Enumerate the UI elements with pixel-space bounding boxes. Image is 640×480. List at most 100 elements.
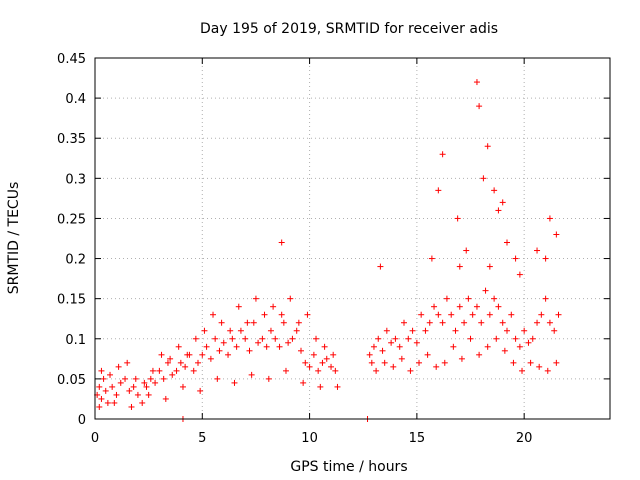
data-point: [461, 319, 468, 326]
data-point: [111, 399, 118, 406]
data-point: [469, 311, 476, 318]
data-point: [295, 319, 302, 326]
data-point: [431, 303, 438, 310]
y-axis-label: SRMTID / TECUs: [6, 182, 22, 295]
data-point: [149, 367, 156, 374]
data-point: [538, 311, 545, 318]
data-point: [270, 303, 277, 310]
data-point: [450, 343, 457, 350]
data-point: [242, 335, 249, 342]
data-point: [396, 343, 403, 350]
y-tick-label: 0.35: [57, 132, 86, 147]
x-axis-label: GPS time / hours: [290, 459, 407, 475]
data-point: [143, 383, 150, 390]
data-point: [293, 327, 300, 334]
data-point: [482, 287, 489, 294]
data-point: [452, 327, 459, 334]
data-point: [512, 255, 519, 262]
y-tick-label: 0.1: [65, 333, 86, 348]
data-point: [409, 327, 416, 334]
data-point: [96, 403, 103, 410]
data-point: [328, 363, 335, 370]
data-point: [100, 375, 107, 382]
data-point: [458, 355, 465, 362]
chart-title: Day 195 of 2019, SRMTID for receiver adi…: [200, 21, 498, 37]
data-point: [486, 263, 493, 270]
data-point: [141, 379, 148, 386]
data-point: [124, 359, 131, 366]
data-point: [454, 215, 461, 222]
data-point: [126, 387, 133, 394]
data-point: [304, 311, 311, 318]
data-point: [278, 239, 285, 246]
data-point: [96, 383, 103, 390]
data-point: [214, 375, 221, 382]
data-point: [203, 343, 210, 350]
data-point: [551, 327, 558, 334]
data-point: [190, 367, 197, 374]
data-point: [212, 335, 219, 342]
data-point: [525, 339, 532, 346]
y-tick-label: 0.2: [65, 253, 86, 268]
data-point: [476, 351, 483, 358]
data-point: [167, 355, 174, 362]
data-point: [317, 383, 324, 390]
x-tick-label: 20: [516, 431, 533, 446]
data-point: [107, 371, 114, 378]
data-point: [276, 343, 283, 350]
data-point: [428, 255, 435, 262]
data-point: [405, 335, 412, 342]
data-point: [145, 391, 152, 398]
data-point: [156, 367, 163, 374]
data-point: [306, 363, 313, 370]
data-point: [134, 391, 141, 398]
data-point: [218, 319, 225, 326]
data-point: [368, 359, 375, 366]
data-point: [491, 187, 498, 194]
data-point: [456, 303, 463, 310]
data-point: [473, 79, 480, 86]
data-point: [480, 175, 487, 182]
data-point: [398, 355, 405, 362]
data-point: [265, 375, 272, 382]
data-point: [370, 343, 377, 350]
x-tick-label: 0: [91, 431, 99, 446]
data-point: [441, 359, 448, 366]
data-point: [298, 347, 304, 354]
data-point: [225, 351, 232, 358]
data-point: [267, 327, 274, 334]
data-point: [463, 247, 470, 254]
data-point: [182, 363, 189, 370]
data-point: [250, 319, 257, 326]
data-point: [534, 319, 541, 326]
data-point: [546, 319, 553, 326]
data-point: [542, 295, 549, 302]
data-point: [516, 271, 523, 278]
y-tick-label: 0: [78, 413, 86, 428]
data-point: [542, 255, 549, 262]
data-point: [373, 367, 380, 374]
data-point: [169, 371, 176, 378]
data-point: [392, 335, 399, 342]
data-point: [300, 379, 307, 386]
grid-lines: [95, 58, 610, 419]
x-tick-label: 5: [198, 431, 206, 446]
data-point: [553, 359, 560, 366]
data-point: [280, 319, 287, 326]
data-point: [210, 311, 217, 318]
data-point: [164, 359, 171, 366]
data-point: [115, 363, 122, 370]
data-point: [113, 391, 120, 398]
data-point: [383, 327, 390, 334]
data-point: [313, 335, 320, 342]
data-point: [197, 387, 204, 394]
data-point: [510, 359, 517, 366]
data-point: [499, 319, 506, 326]
data-point: [379, 347, 386, 354]
data-point: [285, 339, 292, 346]
data-point: [433, 363, 440, 370]
data-point: [493, 335, 500, 342]
data-point: [448, 311, 455, 318]
data-point: [261, 311, 268, 318]
data-point: [321, 343, 328, 350]
